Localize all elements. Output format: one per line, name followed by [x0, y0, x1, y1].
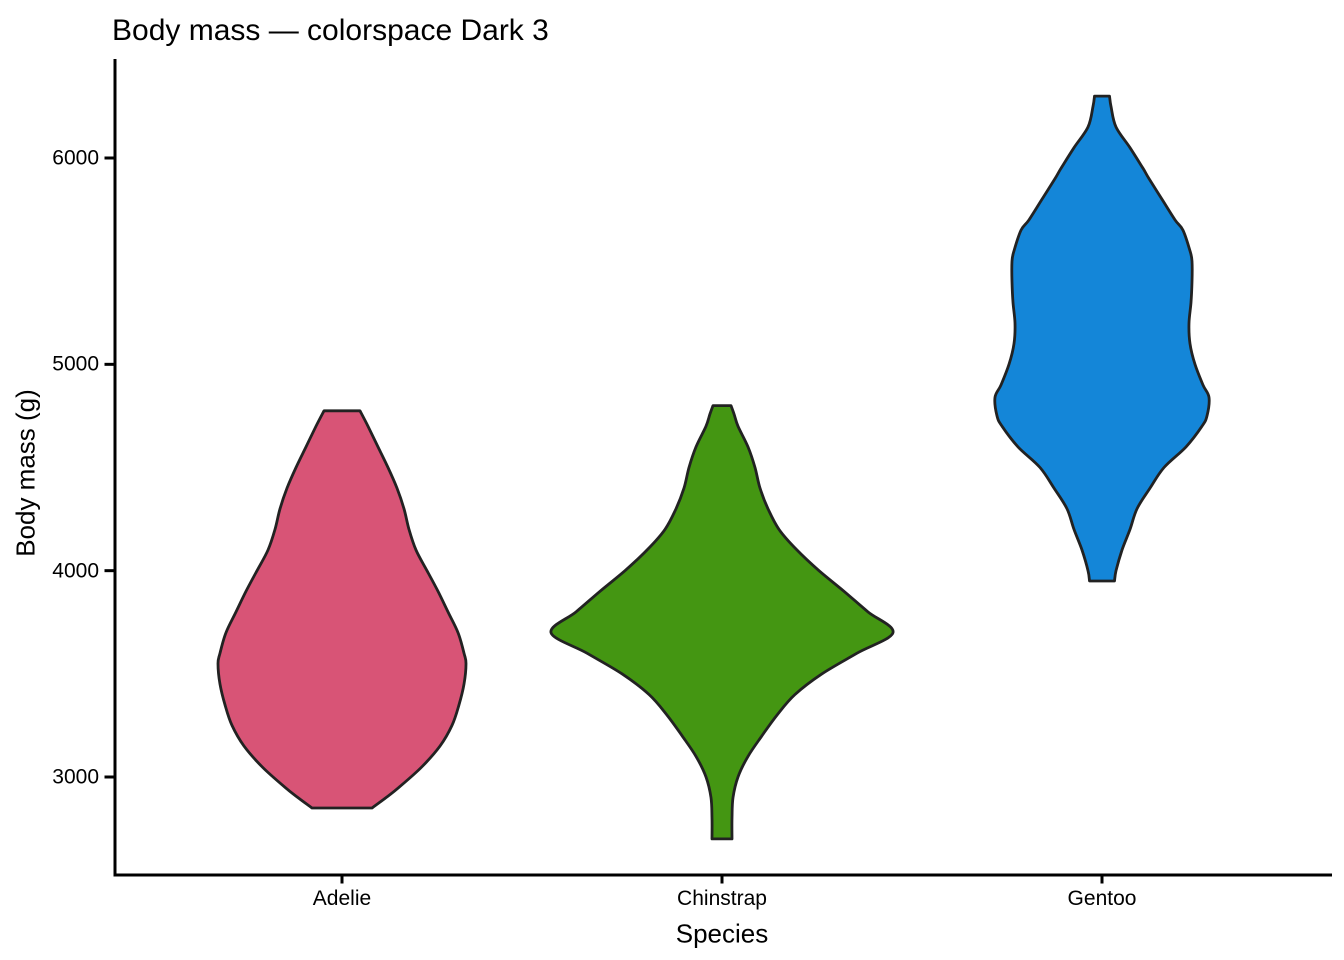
x-tick-label-gentoo: Gentoo: [1067, 887, 1137, 910]
violin-chinstrap: [549, 404, 895, 841]
violin-gentoo: [993, 94, 1211, 583]
axis-ticks: [104, 156, 1104, 884]
y-tick-label-6000: 6000: [52, 146, 99, 170]
y-tick-label-3000: 3000: [52, 765, 99, 789]
x-tick-label-chinstrap: Chinstrap: [677, 887, 767, 910]
violins-group: [216, 94, 1211, 841]
y-tick-label-5000: 5000: [52, 352, 99, 376]
x-tick-label-adelie: Adelie: [312, 887, 372, 910]
violin-adelie: [216, 409, 468, 810]
y-tick-label-4000: 4000: [52, 559, 99, 583]
x-axis-title: Species: [675, 918, 769, 949]
chart-title: Body mass — colorspace Dark 3: [112, 14, 549, 47]
